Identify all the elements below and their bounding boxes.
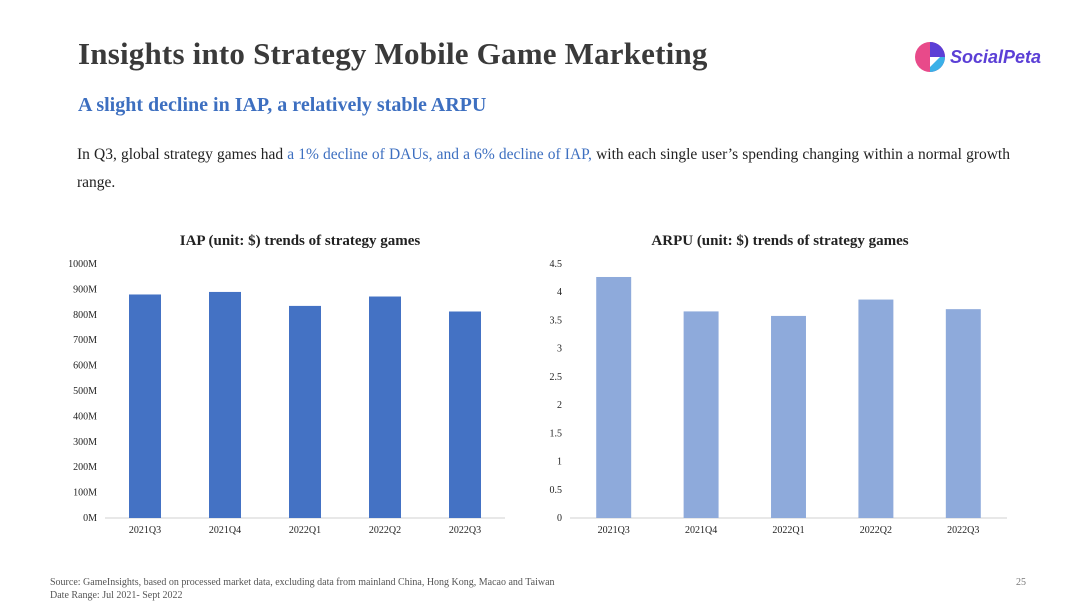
iap-x-tick-label: 2021Q3: [129, 525, 161, 536]
brand-logo: SocialPeta: [914, 40, 1041, 74]
arpu-bar-2022Q2: [858, 299, 894, 518]
arpu-bar-2022Q1: [771, 315, 806, 518]
iap-x-tick-label: 2021Q4: [209, 525, 241, 536]
arpu-y-tick-label: 3: [557, 344, 562, 355]
iap-x-tick-label: 2022Q3: [449, 525, 481, 536]
footer-source: Source: GameInsights, based on processed…: [50, 576, 555, 602]
iap-bar-2021Q4: [209, 291, 241, 518]
arpu-x-tick-label: 2022Q3: [947, 525, 979, 536]
body-text-part1: In Q3, global strategy games had: [77, 146, 288, 163]
iap-y-tick-label: 100M: [73, 488, 97, 499]
iap-y-tick-label: 600M: [73, 361, 97, 372]
arpu-y-tick-label: 0: [557, 513, 562, 524]
body-paragraph: In Q3, global strategy games had a 1% de…: [77, 141, 1010, 197]
arpu-y-tick-label: 4: [557, 287, 562, 298]
arpu-chart: 0 0.5 1 1.5 2 2.5 3 3.5 4 4.5 2021Q3 2021Q4 2022Q1 20…: [550, 259, 1007, 536]
footer-source-line: Source: GameInsights, based on processed…: [50, 577, 555, 588]
arpu-y-tick-label: 4.5: [550, 259, 563, 270]
arpu-y-tick-label: 3.5: [550, 315, 563, 326]
arpu-y-tick-label: 1: [557, 457, 562, 468]
iap-bar-2022Q3: [449, 311, 481, 518]
arpu-chart-title: ARPU (unit: $) trends of strategy games: [651, 233, 909, 249]
iap-y-tick-label: 500M: [73, 386, 97, 397]
arpu-x-tick-label: 2022Q1: [772, 525, 804, 536]
arpu-x-tick-label: 2021Q4: [685, 525, 717, 536]
footer-date-line: Date Range: Jul 2021- Sept 2022: [50, 590, 183, 601]
arpu-x-tick-label: 2022Q2: [860, 525, 892, 536]
arpu-x-tick-label: 2021Q3: [598, 525, 630, 536]
body-highlight: a 1% decline of DAUs, and a 6% decline o…: [287, 146, 592, 163]
iap-y-tick-label: 800M: [73, 310, 97, 321]
iap-chart-title: IAP (unit: $) trends of strategy games: [179, 233, 421, 249]
iap-y-tick-label: 700M: [73, 335, 97, 346]
arpu-bar-2022Q3: [945, 309, 981, 518]
iap-y-tick-label: 200M: [73, 462, 97, 473]
iap-x-tick-label: 2022Q2: [369, 525, 401, 536]
iap-chart: 0M 100M 200M 300M 400M 500M 600M 700M 800M 900M 10…: [68, 259, 505, 536]
iap-bar-2022Q1: [289, 305, 321, 518]
arpu-y-tick-label: 2.5: [550, 372, 563, 383]
body-text-part2: with each single user’s spending changin…: [77, 146, 1010, 191]
logo-text: SocialPeta: [950, 46, 1042, 67]
iap-x-tick-label: 2022Q1: [289, 525, 321, 536]
socialpeta-logo-icon: [915, 42, 945, 72]
arpu-bar-2021Q3: [596, 276, 632, 518]
arpu-y-tick-label: 2: [557, 400, 562, 411]
iap-y-tick-label: 300M: [73, 437, 97, 448]
slide-title: Insights into Strategy Mobile Game Marke…: [78, 36, 708, 71]
slide-subtitle: A slight decline in IAP, a relatively st…: [78, 94, 487, 116]
iap-y-tick-label: 0M: [83, 513, 97, 524]
iap-y-tick-label: 400M: [73, 411, 97, 422]
iap-bar-2022Q2: [369, 296, 401, 518]
arpu-y-tick-label: 1.5: [550, 428, 563, 439]
iap-y-tick-label: 1000M: [68, 259, 97, 270]
arpu-bar-2021Q4: [683, 311, 719, 518]
iap-y-tick-label: 900M: [73, 284, 97, 295]
arpu-y-tick-label: 0.5: [550, 485, 563, 496]
page-number: 25: [1016, 577, 1026, 588]
iap-bar-2021Q3: [129, 294, 161, 518]
